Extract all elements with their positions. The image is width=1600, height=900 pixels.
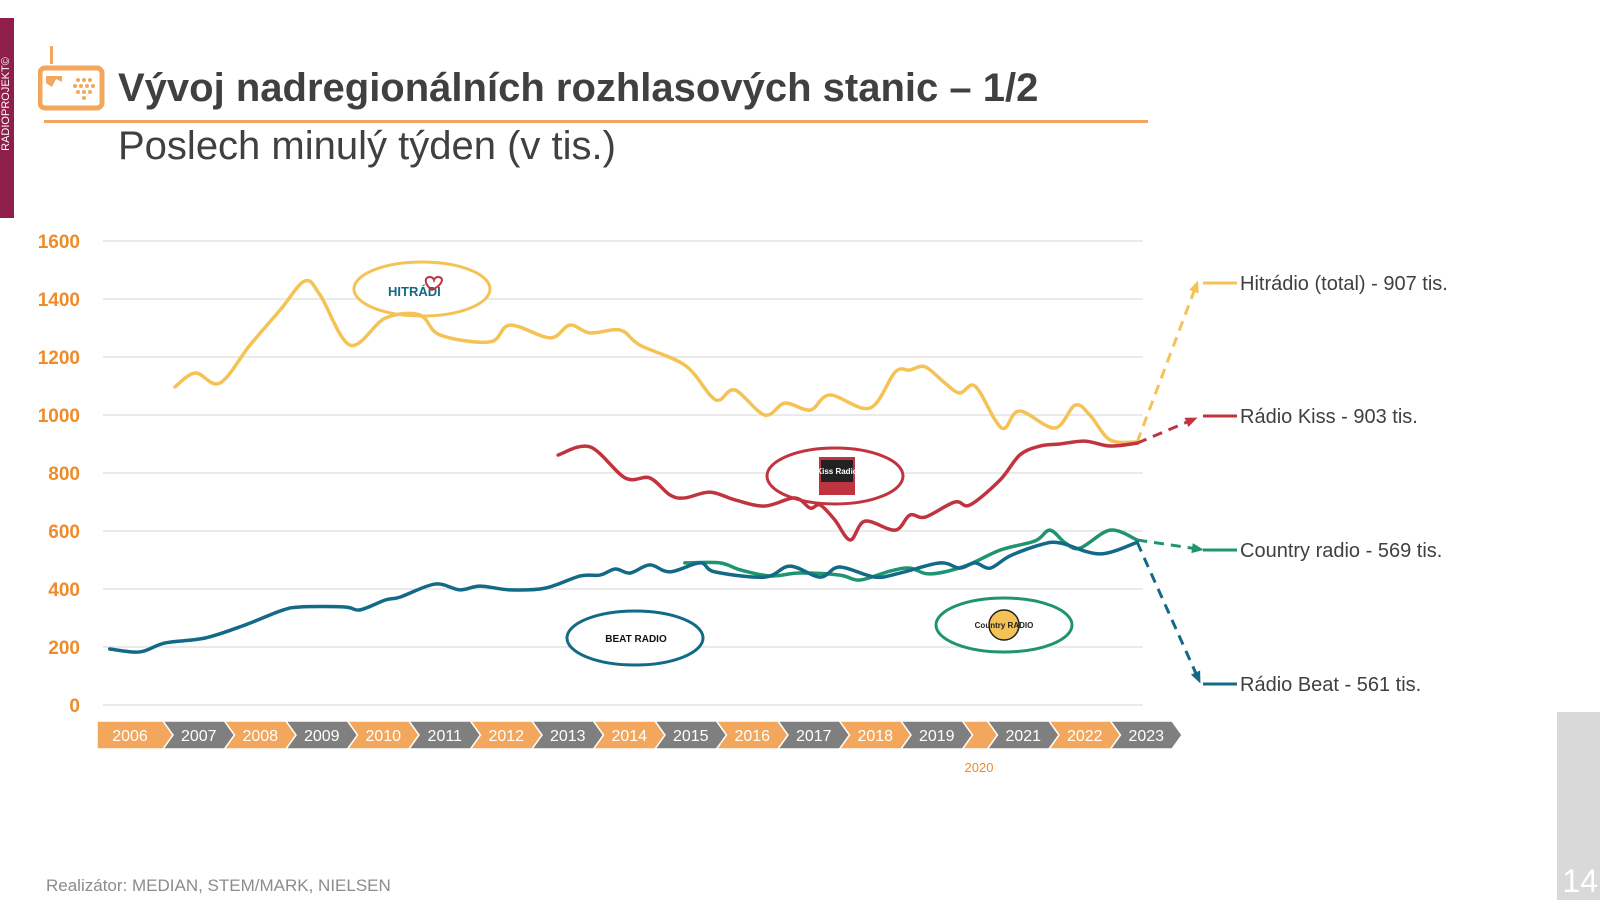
x-tick-label: 2016 xyxy=(734,728,770,745)
country-dashed-connector xyxy=(1136,538,1199,551)
x-tick-label: 2009 xyxy=(304,728,340,745)
x-tick-label: 2019 xyxy=(919,728,955,745)
y-tick-label: 600 xyxy=(48,522,80,543)
beat-series-line xyxy=(108,540,1139,654)
x-tick-label: 2023 xyxy=(1128,728,1164,745)
hitradio-dashed-connector xyxy=(1135,285,1198,443)
kiss-series-line xyxy=(556,439,1139,542)
timeline-chevron xyxy=(1109,720,1183,750)
x-tick-label: 2017 xyxy=(796,728,832,745)
country-logo: Country RADIO xyxy=(934,596,1074,654)
x-tick-label: 2018 xyxy=(857,728,893,745)
x-tick-label: 2012 xyxy=(488,728,524,745)
x-tick-note: 2020 xyxy=(965,760,994,775)
x-tick-label: 2010 xyxy=(365,728,401,745)
y-tick-label: 200 xyxy=(48,638,80,659)
hitradio-legend-label: Hitrádio (total) - 907 tis. xyxy=(1240,273,1448,295)
hitradio-series-line xyxy=(173,278,1139,445)
beat-legend-label: Rádio Beat - 561 tis. xyxy=(1240,674,1421,696)
country-logo-text: Country RADIO xyxy=(975,621,1034,630)
y-tick-label: 1400 xyxy=(38,290,80,311)
beat-dashed-connector xyxy=(1135,541,1200,679)
kiss-logo: Kiss Radio xyxy=(765,446,905,506)
y-tick-label: 1000 xyxy=(38,406,80,427)
country-series-line xyxy=(683,528,1139,582)
radio-icon xyxy=(38,46,105,111)
hitradio-arrowhead xyxy=(1189,280,1199,294)
y-tick-label: 1600 xyxy=(38,232,80,253)
y-tick-label: 0 xyxy=(69,696,80,717)
x-tick-label: 2011 xyxy=(428,728,463,745)
x-tick-label: 2006 xyxy=(112,728,148,745)
radioprojekt-side-tag: RADIOPROJEKT© xyxy=(0,18,14,218)
y-tick-label: 1200 xyxy=(38,348,80,369)
x-tick-label: 2015 xyxy=(673,728,709,745)
x-tick-label: 2013 xyxy=(550,728,586,745)
source-note: Realizátor: MEDIAN, STEM/MARK, NIELSEN xyxy=(46,876,391,895)
page-number-box: 14 xyxy=(1557,712,1600,900)
kiss-arrowhead xyxy=(1184,417,1198,427)
beat-logo: BEAT RADIO xyxy=(565,609,705,667)
x-tick-label: 2014 xyxy=(611,728,647,745)
y-tick-label: 800 xyxy=(48,464,80,485)
x-tick-label: 2008 xyxy=(242,728,278,745)
y-tick-label: 400 xyxy=(48,580,80,601)
beat-logo-text: BEAT RADIO xyxy=(605,634,667,645)
kiss-logo-text: Kiss Radio xyxy=(816,467,857,476)
page-number: 14 xyxy=(1562,863,1598,899)
x-tick-label: 2007 xyxy=(181,728,217,745)
title-divider xyxy=(44,120,1148,123)
page-title: Vývoj nadregionálních rozhlasových stani… xyxy=(118,66,1039,110)
beat-arrowhead xyxy=(1190,670,1201,684)
kiss-dashed-connector xyxy=(1136,418,1193,445)
country-arrowhead xyxy=(1191,543,1204,554)
country-legend-label: Country radio - 569 tis. xyxy=(1240,540,1442,562)
x-tick-label: 2022 xyxy=(1067,728,1103,745)
x-tick-label: 2021 xyxy=(1005,728,1041,745)
kiss-legend-label: Rádio Kiss - 903 tis. xyxy=(1240,406,1418,428)
page-subtitle: Poslech minulý týden (v tis.) xyxy=(118,124,616,168)
hitradio-logo: HITRÁDI xyxy=(352,260,492,318)
hitradio-logo-text: HITRÁDI xyxy=(388,284,441,299)
